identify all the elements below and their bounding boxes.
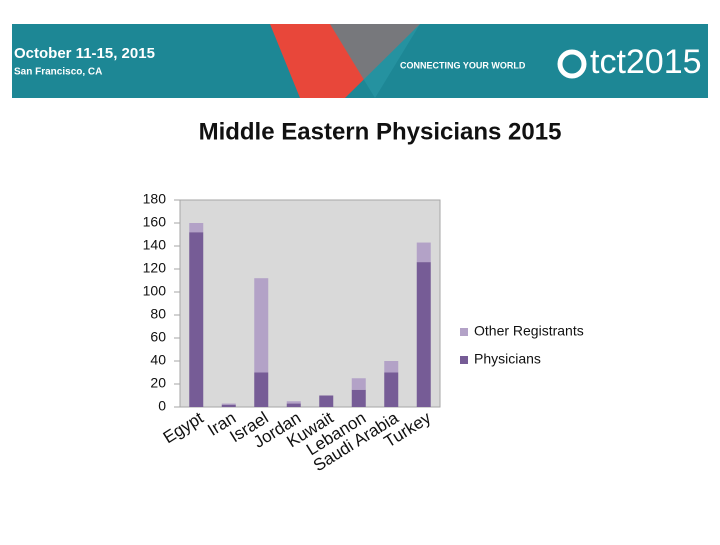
banner-chevron-2: [330, 24, 420, 98]
y-tick-label: 100: [143, 283, 167, 299]
bar-segment: [221, 404, 236, 407]
bar-segment: [286, 401, 301, 404]
legend-swatch: [460, 328, 468, 336]
bar-segment: [189, 223, 204, 233]
bar-segment: [319, 395, 334, 407]
banner-dates: October 11-15, 2015: [14, 45, 155, 62]
y-tick-label: 180: [143, 191, 167, 207]
bar-segment: [189, 232, 204, 407]
plot-area: [179, 199, 441, 408]
legend-label: Other Registrants: [474, 323, 584, 339]
bar-segment: [384, 361, 399, 373]
y-tick-label: 80: [150, 306, 166, 322]
legend-label: Physicians: [474, 351, 541, 367]
y-tick-label: 60: [150, 329, 166, 345]
banner-tagline: CONNECTING YOUR WORLD: [400, 60, 526, 70]
bar-segment: [416, 242, 431, 263]
banner-location: San Francisco, CA: [14, 67, 102, 78]
y-tick-label: 20: [150, 375, 166, 391]
y-tick-label: 120: [143, 260, 167, 276]
y-tick-label: 40: [150, 352, 166, 368]
bar-segment: [351, 389, 366, 407]
legend-swatch: [460, 356, 468, 364]
chart-title: Middle Eastern Physicians 2015: [199, 118, 562, 145]
y-tick-label: 160: [143, 214, 167, 230]
bar-segment: [221, 403, 236, 405]
brand-logo: [557, 49, 587, 79]
banner: October 11-15, 2015 San Francisco, CA CO…: [12, 24, 708, 98]
y-tick-label: 0: [158, 398, 166, 414]
bar-segment: [416, 262, 431, 407]
bar-segment: [254, 278, 269, 373]
banner-brand: tct2015: [590, 43, 702, 81]
bar-segment: [254, 372, 269, 407]
x-tick-label: Egypt: [160, 408, 207, 447]
y-tick-label: 140: [143, 237, 167, 253]
bar-segment: [286, 403, 301, 407]
bar-segment: [351, 378, 366, 390]
bar-segment: [384, 372, 399, 407]
